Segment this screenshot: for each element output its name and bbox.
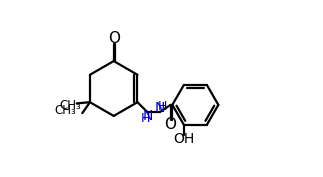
- Text: O: O: [108, 32, 120, 46]
- Text: H: H: [158, 100, 167, 113]
- Text: CH₃: CH₃: [54, 104, 76, 117]
- Text: N: N: [142, 109, 153, 123]
- Text: CH₃: CH₃: [60, 99, 81, 112]
- Text: H: H: [141, 112, 150, 125]
- Text: O: O: [164, 117, 177, 132]
- Text: OH: OH: [173, 132, 194, 146]
- Text: N: N: [154, 101, 165, 115]
